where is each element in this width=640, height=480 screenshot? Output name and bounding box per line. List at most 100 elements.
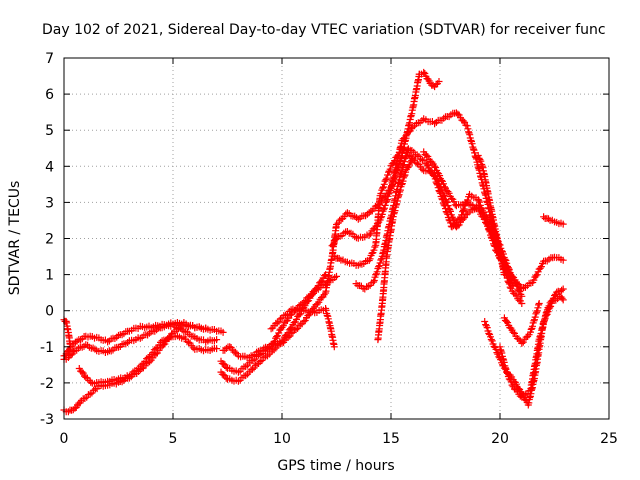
- data-point: [468, 140, 476, 148]
- data-point: [333, 272, 340, 280]
- data-point: [385, 168, 392, 176]
- series-pass-r: [496, 285, 567, 401]
- y-tick-label: 3: [45, 195, 54, 211]
- data-point: [559, 220, 567, 228]
- data-point: [398, 145, 406, 153]
- data-point: [279, 322, 287, 330]
- data-point: [400, 158, 408, 166]
- data-point: [393, 152, 401, 160]
- y-tick-label: -2: [40, 376, 54, 392]
- data-point: [433, 180, 441, 188]
- data-point: [273, 319, 281, 327]
- data-point: [202, 325, 210, 333]
- data-point: [532, 272, 540, 280]
- data-point: [157, 344, 164, 352]
- data-point: [373, 268, 381, 276]
- data-point: [372, 271, 380, 279]
- data-point: [67, 351, 75, 359]
- data-point: [276, 315, 284, 323]
- data-point: [383, 174, 391, 182]
- data-point: [533, 308, 541, 316]
- data-point: [427, 168, 435, 176]
- data-point: [317, 278, 325, 286]
- data-point: [310, 289, 317, 297]
- y-axis-label: SDTVAR / TECUs: [7, 181, 23, 296]
- data-point: [315, 298, 323, 306]
- data-point: [371, 243, 379, 251]
- data-point: [445, 113, 453, 121]
- data-point: [308, 291, 316, 299]
- data-point: [444, 188, 452, 196]
- data-point: [80, 342, 88, 350]
- data-point: [307, 309, 315, 317]
- data-point: [516, 392, 524, 400]
- data-point: [435, 78, 443, 85]
- data-point: [398, 167, 406, 175]
- data-point: [381, 201, 389, 209]
- data-point: [152, 350, 160, 358]
- data-point: [445, 189, 453, 197]
- data-point: [450, 198, 458, 206]
- data-point: [213, 345, 221, 353]
- data-point: [107, 347, 115, 355]
- data-point: [531, 313, 539, 321]
- data-point: [189, 344, 197, 352]
- data-point: [512, 386, 520, 394]
- data-point: [320, 291, 328, 299]
- series-pass-u: [474, 152, 508, 279]
- data-point: [484, 221, 492, 229]
- data-point: [422, 151, 430, 159]
- data-point: [559, 296, 567, 304]
- data-point: [476, 198, 484, 206]
- data-point: [455, 215, 463, 223]
- data-point: [526, 394, 534, 401]
- data-point: [533, 307, 541, 315]
- data-point: [478, 161, 486, 168]
- data-point: [379, 184, 387, 192]
- data-point: [424, 153, 432, 160]
- data-point: [540, 213, 548, 221]
- data-point: [405, 128, 413, 136]
- series-pass-q: [481, 293, 567, 409]
- data-point: [539, 321, 547, 328]
- data-point: [431, 162, 439, 170]
- data-point: [521, 391, 529, 399]
- data-point: [460, 205, 468, 213]
- data-point: [78, 368, 86, 376]
- data-point: [440, 201, 448, 209]
- data-point: [367, 230, 375, 238]
- y-tick-label: 1: [45, 268, 54, 284]
- data-point: [476, 156, 484, 164]
- data-point: [535, 301, 543, 309]
- x-axis-label: GPS time / hours: [277, 458, 394, 474]
- data-point: [482, 322, 490, 330]
- data-point: [412, 159, 420, 167]
- data-point: [136, 366, 144, 374]
- data-point: [370, 246, 378, 254]
- data-point: [79, 369, 87, 377]
- data-point: [487, 336, 495, 343]
- data-point: [165, 334, 173, 342]
- data-point: [383, 197, 391, 205]
- data-point: [536, 333, 544, 341]
- data-point: [380, 180, 388, 188]
- data-point: [267, 325, 275, 333]
- data-point: [509, 328, 517, 336]
- data-point: [436, 189, 444, 197]
- data-point: [313, 300, 321, 308]
- data-point: [439, 196, 447, 204]
- series-pass-g: [217, 271, 330, 385]
- data-point: [538, 325, 546, 332]
- data-point: [545, 302, 553, 310]
- data-point: [278, 339, 286, 347]
- data-point: [284, 333, 292, 341]
- data-point: [443, 209, 451, 217]
- data-point: [336, 216, 344, 224]
- data-point: [483, 324, 491, 332]
- data-point: [377, 256, 385, 264]
- data-point: [219, 328, 227, 336]
- data-point: [330, 253, 338, 260]
- tick-labels: 0 5 10 15 20 25 -3 -2 -1 0 1 2 3 4 5 6 7: [40, 51, 618, 447]
- x-tick-label: 20: [491, 431, 509, 447]
